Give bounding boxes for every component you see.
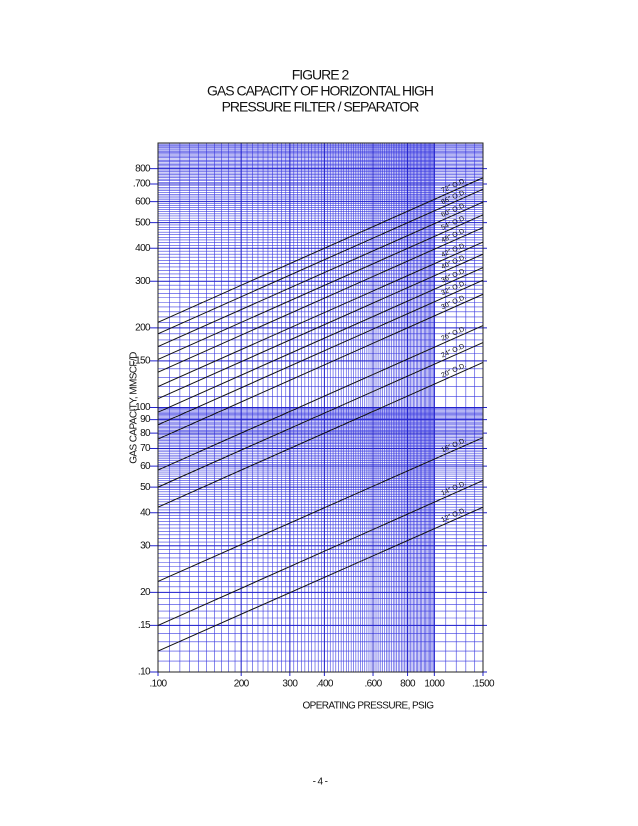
x-tick-label: 800 [400, 679, 416, 690]
capacity-line [157, 227, 484, 373]
x-tick-label: .100 [149, 679, 167, 690]
y-tick-label: 30 [140, 540, 151, 551]
capacity-line [157, 293, 484, 440]
capacity-line [157, 241, 484, 388]
capacity-line [157, 325, 484, 471]
y-tick-label: 70 [140, 443, 151, 454]
capacity-line [157, 279, 484, 426]
capacity-line [157, 201, 484, 348]
page-number: - 4 - [313, 777, 328, 788]
y-tick-label: 90 [140, 414, 151, 425]
y-tick-label: 200 [135, 323, 151, 334]
y-tick-label: 50 [140, 482, 151, 493]
title-line: PRESSURE FILTER / SEPARATOR [222, 99, 420, 115]
x-tick-label: .400 [316, 679, 334, 690]
y-tick-label: 80 [140, 428, 151, 439]
y-tick-label: 600 [135, 196, 151, 207]
y-tick-label: 500 [135, 217, 151, 228]
title-line: GAS CAPACITY OF HORIZONTAL HIGH [207, 83, 433, 99]
x-tick-label: 300 [282, 679, 298, 690]
y-tick-label: 300 [135, 276, 151, 287]
y-tick-label: .10 [138, 667, 151, 678]
x-axis-label: OPERATING PRESSURE, PSIG [302, 701, 434, 712]
capacity-line [157, 362, 484, 508]
capacity-line [157, 267, 484, 413]
y-tick-label: 20 [140, 587, 151, 598]
capacity-line [157, 188, 484, 335]
y-tick-label: .700 [133, 179, 151, 190]
y-tick-label: .100 [133, 402, 151, 413]
y-tick-label: 400 [135, 243, 151, 254]
capacity-line [157, 214, 484, 360]
capacity-line [157, 342, 484, 488]
x-tick-label: .1500 [472, 679, 495, 690]
y-axis-label: GAS CAPACITY, MMSCF/D [129, 352, 140, 464]
capacity-line [157, 253, 484, 400]
x-tick-label: 1000 [424, 679, 445, 690]
title-line: FIGURE 2 [292, 67, 350, 83]
y-tick-label: .15 [138, 620, 151, 631]
y-tick-label: 60 [140, 461, 151, 472]
y-tick-label: 800 [135, 163, 151, 174]
capacity-line [157, 506, 484, 652]
capacity-line [157, 177, 484, 323]
y-tick-label: 40 [140, 507, 151, 518]
plot-frame [157, 142, 484, 673]
x-tick-label: 200 [234, 679, 250, 690]
x-tick-label: .600 [364, 679, 382, 690]
y-tick-label: .150 [133, 356, 151, 367]
capacity-line [157, 479, 484, 626]
capacity-line [157, 437, 484, 582]
